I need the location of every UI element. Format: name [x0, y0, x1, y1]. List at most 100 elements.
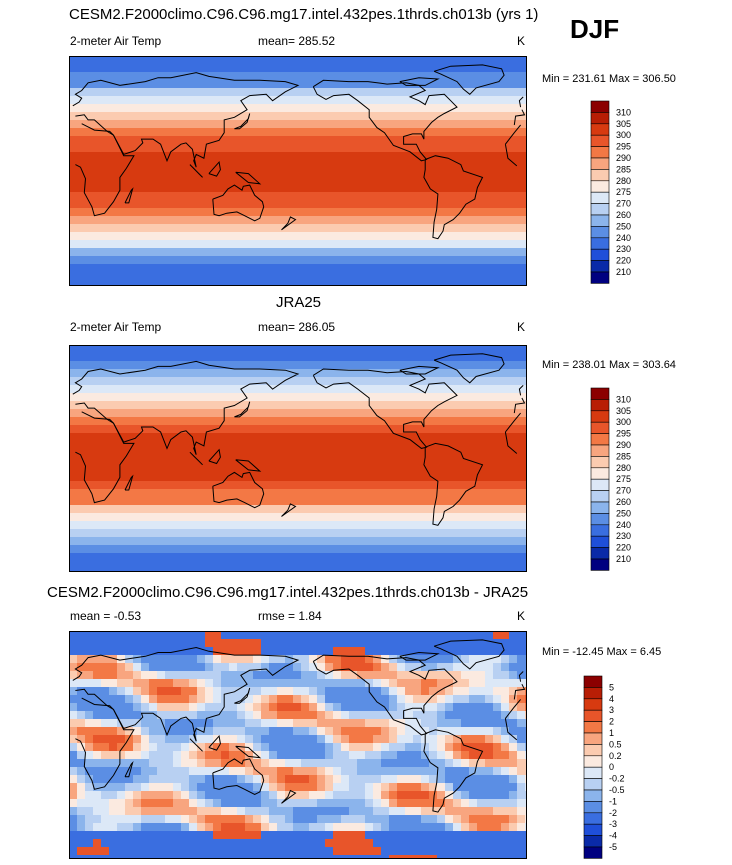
colorbar-label: 260 [616, 210, 631, 220]
colorbar-box [583, 801, 603, 814]
colorbar-label: 285 [616, 451, 631, 461]
coastline [281, 789, 297, 804]
season-label: DJF [570, 14, 620, 44]
colorbar-box [590, 112, 610, 125]
panel-3-title: CESM2.F2000climo.C96.C96.mg17.intel.432p… [47, 584, 529, 601]
colorbar-label: 250 [616, 221, 631, 231]
panel-3-map [69, 631, 527, 859]
colorbar-box [583, 732, 603, 745]
colorbar-label: 3 [609, 705, 614, 715]
colorbar-label: 305 [616, 119, 631, 129]
coastline [281, 216, 297, 231]
colorbar-label: -3 [609, 819, 617, 829]
colorbar-box [583, 675, 603, 688]
colorbar-label: 310 [616, 107, 631, 117]
colorbar-label: 285 [616, 164, 631, 174]
coastline [399, 365, 440, 375]
coastline [235, 171, 262, 185]
colorbar-label: 0.5 [609, 739, 622, 749]
colorbar-box [590, 547, 610, 560]
colorbar-label: 270 [616, 486, 631, 496]
colorbar-label: 230 [616, 531, 631, 541]
colorbar-label: 210 [616, 554, 631, 564]
colorbar-box [590, 501, 610, 514]
colorbar-box [583, 766, 603, 779]
colorbar-label: 295 [616, 429, 631, 439]
colorbar-box [590, 214, 610, 227]
coastline [312, 79, 458, 162]
panel-1-minmax: Min = 231.61 Max = 306.50 [542, 73, 676, 85]
colorbar-label: 275 [616, 187, 631, 197]
colorbar-label: 0.2 [609, 751, 622, 761]
coastline [208, 448, 221, 465]
colorbar-label: 220 [616, 256, 631, 266]
coastline [235, 745, 262, 759]
colorbar-label: -0.5 [609, 785, 625, 795]
coastline [312, 368, 458, 449]
colorbar-box [583, 823, 603, 836]
coastline [513, 109, 526, 126]
panel-3-units: K [517, 609, 526, 623]
colorbar-box [590, 100, 610, 113]
colorbar-box [590, 524, 610, 537]
panel-3-mean: mean = -0.53 [70, 609, 142, 623]
colorbar-box [590, 387, 610, 400]
coastline [212, 758, 265, 795]
coastline [423, 729, 484, 813]
panel-3-rmse: rmse = 1.84 [258, 609, 322, 623]
colorbar-box [590, 157, 610, 170]
coastline [124, 761, 134, 778]
colorbar-box [590, 433, 610, 446]
colorbar-box [590, 237, 610, 250]
colorbar-box [590, 271, 610, 284]
colorbar-label: 270 [616, 199, 631, 209]
colorbar-label: 210 [616, 267, 631, 277]
colorbar-box [590, 444, 610, 457]
colorbar-label: 280 [616, 176, 631, 186]
colorbar-label: 275 [616, 474, 631, 484]
coastline [513, 683, 526, 700]
colorbar-label: 1 [609, 728, 614, 738]
colorbar-label: 250 [616, 508, 631, 518]
colorbar-label: 290 [616, 440, 631, 450]
coastline [433, 639, 505, 670]
colorbar-box [590, 456, 610, 469]
coastline [504, 144, 518, 167]
coastline [518, 671, 524, 682]
colorbar-box [590, 191, 610, 204]
coastline [505, 412, 521, 433]
colorbar-label: -5 [609, 842, 617, 852]
colorbar-label: 305 [616, 406, 631, 416]
colorbar-box [590, 260, 610, 273]
panel-1-map [69, 56, 527, 286]
colorbar-box [583, 755, 603, 768]
colorbar-box [590, 478, 610, 491]
colorbar-label: 240 [616, 520, 631, 530]
coastline [423, 155, 484, 240]
colorbar-box [583, 835, 603, 848]
colorbar-label: -4 [609, 831, 617, 841]
coastline [72, 360, 300, 455]
colorbar-box [583, 812, 603, 825]
colorbar-label: 300 [616, 130, 631, 140]
colorbar-box [590, 558, 610, 571]
colorbar-box [583, 721, 603, 734]
colorbar-label: -1 [609, 796, 617, 806]
coastline [399, 651, 440, 661]
coastline [189, 738, 203, 752]
colorbar-label: 4 [609, 694, 614, 704]
colorbar-label: 260 [616, 497, 631, 507]
panel-2-minmax: Min = 238.01 Max = 303.64 [542, 359, 676, 371]
coastline [234, 113, 251, 130]
coastline [235, 459, 262, 472]
coastline [518, 96, 524, 108]
colorbar-box [590, 490, 610, 503]
panel-2-mean: mean= 286.05 [258, 320, 336, 334]
colorbar-box [583, 846, 603, 859]
colorbar-label: 5 [609, 682, 614, 692]
panel-1-units: K [517, 34, 526, 48]
coastline [189, 164, 203, 178]
coastline [513, 397, 526, 414]
